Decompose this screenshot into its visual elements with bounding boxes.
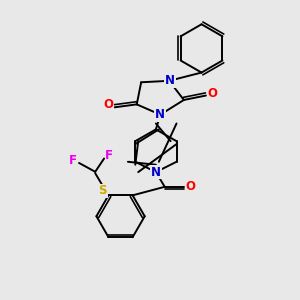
Text: F: F bbox=[69, 154, 76, 166]
Text: O: O bbox=[185, 180, 195, 193]
Text: O: O bbox=[103, 98, 113, 111]
Text: N: N bbox=[155, 108, 165, 121]
Text: O: O bbox=[207, 87, 218, 100]
Text: F: F bbox=[105, 149, 113, 162]
Text: S: S bbox=[98, 184, 107, 197]
Text: N: N bbox=[165, 74, 175, 87]
Text: N: N bbox=[151, 166, 161, 178]
